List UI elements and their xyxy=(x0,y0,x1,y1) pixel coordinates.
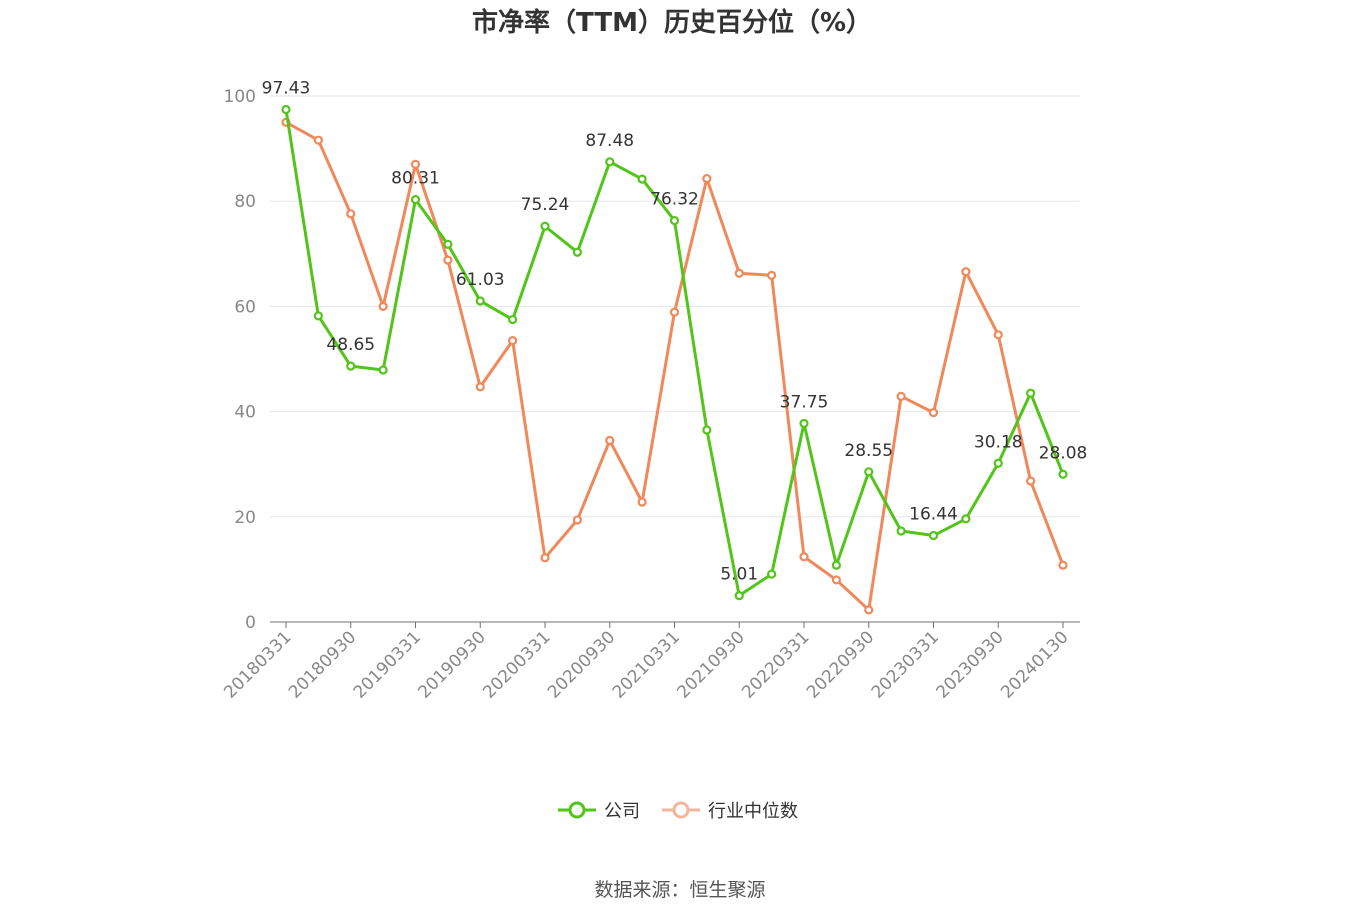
x-tick-label: 20210930 xyxy=(673,627,748,702)
data-point[interactable] xyxy=(410,159,421,169)
data-point[interactable] xyxy=(281,104,291,115)
x-tick-label: 20180930 xyxy=(285,627,360,702)
x-tick-label: 20220331 xyxy=(738,627,813,702)
y-tick-label: 100 xyxy=(224,87,256,107)
data-point[interactable] xyxy=(1026,388,1036,398)
data-point[interactable] xyxy=(767,569,777,579)
data-label: 5.01 xyxy=(720,565,758,585)
data-label: 28.55 xyxy=(844,441,893,461)
legend[interactable]: 公司 行业中位数 xyxy=(558,801,798,822)
data-point[interactable] xyxy=(896,391,906,401)
data-label: 97.43 xyxy=(262,79,311,99)
x-tick-label: 20190930 xyxy=(414,627,489,702)
data-point[interactable] xyxy=(1026,476,1036,486)
data-point[interactable] xyxy=(572,515,582,525)
data-label: 80.31 xyxy=(391,169,440,189)
data-label: 76.32 xyxy=(650,190,699,210)
data-point[interactable] xyxy=(540,221,550,231)
data-point[interactable] xyxy=(993,458,1003,468)
data-point[interactable] xyxy=(637,497,647,507)
x-tick-label: 20180331 xyxy=(220,627,295,702)
legend-item[interactable]: 行业中位数 xyxy=(662,801,798,822)
data-point[interactable] xyxy=(799,418,809,429)
data-label: 61.03 xyxy=(456,270,505,290)
y-tick-label: 80 xyxy=(234,192,256,212)
x-tick-label: 20200331 xyxy=(479,627,554,702)
data-point[interactable] xyxy=(734,268,744,278)
chart-title: 市净率（TTM）历史百分位（%） xyxy=(472,7,872,38)
data-point[interactable] xyxy=(637,174,647,184)
y-tick-label: 20 xyxy=(234,508,256,528)
data-point[interactable] xyxy=(346,361,356,371)
x-tick-label: 20210331 xyxy=(609,627,684,702)
data-point[interactable] xyxy=(443,239,453,249)
data-point[interactable] xyxy=(734,591,744,601)
data-point[interactable] xyxy=(669,307,680,317)
x-tick-label: 20220930 xyxy=(803,627,878,702)
x-tick-label: 20230331 xyxy=(868,627,943,702)
data-point[interactable] xyxy=(831,560,841,570)
axes: 0 20 40 60 80 100 2018033120180930201903312019… xyxy=(220,87,1080,703)
data-point[interactable] xyxy=(864,605,874,615)
data-label: 37.75 xyxy=(780,392,829,412)
data-label: 30.18 xyxy=(974,432,1023,452)
data-point[interactable] xyxy=(410,194,421,205)
data-source: 数据来源：恒生聚源 xyxy=(594,879,765,901)
data-point[interactable] xyxy=(378,365,388,375)
data-point[interactable] xyxy=(378,301,388,311)
x-tick-label: 20230930 xyxy=(932,627,1007,702)
data-point[interactable] xyxy=(572,247,582,257)
data-point[interactable] xyxy=(702,425,712,435)
data-point[interactable] xyxy=(831,575,841,585)
legend-item[interactable]: 公司 xyxy=(558,801,640,822)
data-point[interactable] xyxy=(928,530,939,541)
data-point[interactable] xyxy=(1058,469,1068,479)
data-label: 75.24 xyxy=(521,195,570,215)
y-tick-label: 60 xyxy=(234,297,256,317)
data-point[interactable] xyxy=(896,526,906,536)
series-lines xyxy=(281,104,1068,615)
data-point[interactable] xyxy=(540,553,550,563)
data-label: 87.48 xyxy=(585,131,634,151)
data-point[interactable] xyxy=(508,335,518,346)
data-point[interactable] xyxy=(605,435,615,446)
x-tick-label: 20240130 xyxy=(997,627,1072,702)
data-point[interactable] xyxy=(669,215,680,226)
data-point[interactable] xyxy=(313,311,323,321)
data-point[interactable] xyxy=(961,514,971,524)
data-point[interactable] xyxy=(443,255,453,265)
x-tick-label: 20200930 xyxy=(544,627,619,702)
y-tick-label: 0 xyxy=(245,613,256,633)
data-point[interactable] xyxy=(993,330,1003,340)
x-tick-label: 20190331 xyxy=(350,627,425,702)
data-point[interactable] xyxy=(864,467,874,477)
data-point[interactable] xyxy=(508,314,518,325)
data-point[interactable] xyxy=(605,157,615,167)
y-tick-label: 40 xyxy=(234,403,256,423)
data-label: 28.08 xyxy=(1039,443,1088,463)
data-point[interactable] xyxy=(799,552,809,562)
data-point[interactable] xyxy=(1058,560,1068,570)
data-point[interactable] xyxy=(767,270,777,280)
data-point[interactable] xyxy=(475,382,485,392)
data-point[interactable] xyxy=(702,173,712,184)
data-label: 48.65 xyxy=(326,335,375,355)
data-labels: 97.43 48.65 80.31 61.03 75.24 87.48 76.32 5.01 3… xyxy=(262,79,1088,585)
data-label: 16.44 xyxy=(909,505,958,525)
data-point[interactable] xyxy=(928,408,939,418)
legend-label: 行业中位数 xyxy=(708,801,798,822)
data-point[interactable] xyxy=(475,296,485,306)
legend-marker-icon xyxy=(568,801,586,819)
legend-marker-icon xyxy=(672,801,690,819)
data-point[interactable] xyxy=(346,209,356,219)
legend-label: 公司 xyxy=(604,801,640,822)
data-point[interactable] xyxy=(961,267,971,277)
data-point[interactable] xyxy=(313,135,323,145)
